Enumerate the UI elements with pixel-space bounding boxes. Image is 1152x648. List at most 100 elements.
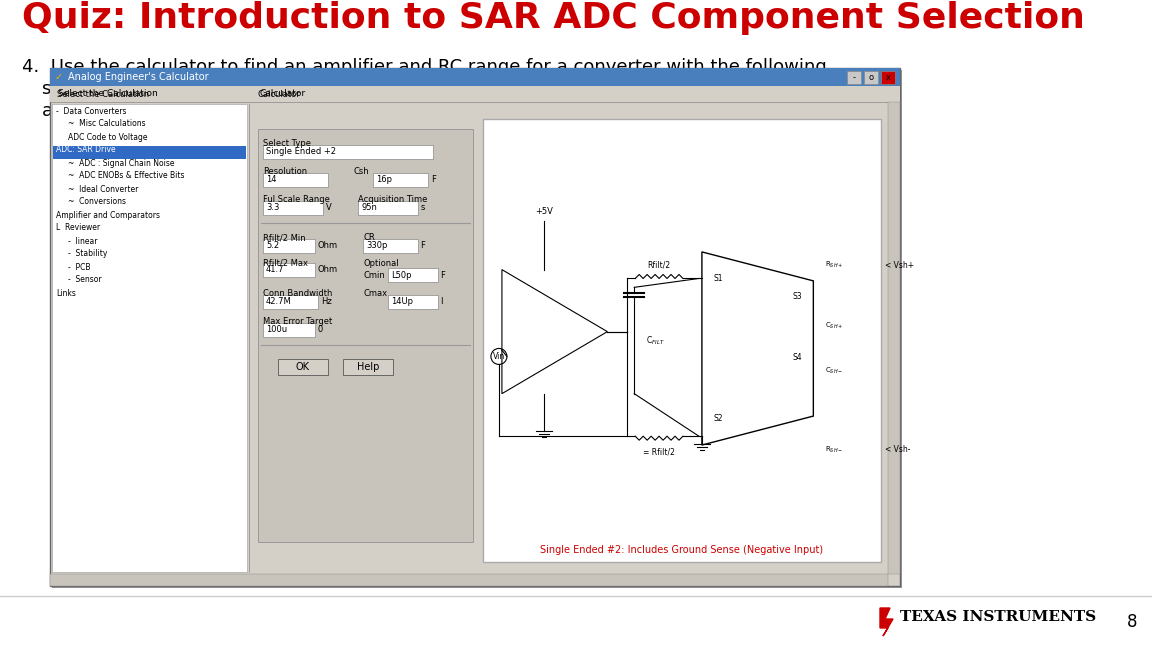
Text: Amplifier and Comparators: Amplifier and Comparators — [56, 211, 160, 220]
Text: F: F — [431, 176, 435, 185]
Text: = Rfilt/2: = Rfilt/2 — [643, 447, 675, 456]
Text: L  Reviewer: L Reviewer — [56, 224, 100, 233]
Text: Cmin: Cmin — [363, 270, 385, 279]
Bar — [847, 71, 861, 84]
Text: -  Stability: - Stability — [68, 249, 107, 259]
Text: TEXAS INSTRUMENTS: TEXAS INSTRUMENTS — [900, 610, 1096, 624]
Bar — [881, 71, 895, 84]
Bar — [52, 104, 247, 572]
Text: acq_min: acq_min — [454, 83, 506, 96]
Text: < Vsh-: < Vsh- — [885, 445, 910, 454]
Bar — [52, 70, 902, 588]
Text: CR: CR — [363, 233, 374, 242]
Text: Links: Links — [56, 288, 76, 297]
Bar — [388, 268, 438, 282]
Bar — [263, 145, 433, 159]
Text: C$_{FILT}$: C$_{FILT}$ — [646, 334, 665, 347]
Text: 14: 14 — [266, 176, 276, 185]
Text: Ohm: Ohm — [318, 242, 339, 251]
Bar — [363, 239, 418, 253]
Bar — [358, 201, 418, 215]
Bar — [263, 295, 318, 309]
Text: V: V — [326, 203, 332, 213]
Bar — [263, 263, 314, 277]
Bar — [343, 359, 393, 375]
Text: -  linear: - linear — [68, 237, 98, 246]
Text: ~  Conversions: ~ Conversions — [68, 198, 126, 207]
Text: Calculator: Calculator — [260, 89, 306, 98]
Bar — [50, 574, 888, 586]
Text: 16p: 16p — [376, 176, 392, 185]
Bar — [373, 173, 429, 187]
Bar — [483, 119, 881, 562]
Text: Select Type: Select Type — [263, 139, 311, 148]
Text: Ful Scale Range: Ful Scale Range — [263, 196, 329, 205]
Text: < Vsh+: < Vsh+ — [885, 260, 914, 270]
Text: ADC: SAR Drive: ADC: SAR Drive — [56, 146, 115, 154]
Text: ✓: ✓ — [55, 72, 63, 82]
Text: C$_{SH-}$: C$_{SH-}$ — [825, 365, 843, 376]
Bar — [263, 239, 314, 253]
Text: 4.  Use the calculator to find an amplifier and RC range for a converter with th: 4. Use the calculator to find an amplifi… — [22, 58, 827, 76]
Text: S3: S3 — [793, 292, 802, 301]
Bar — [50, 68, 900, 586]
Bar — [388, 295, 438, 309]
Bar — [0, 596, 1152, 648]
Text: Resolution: Resolution — [263, 167, 308, 176]
Text: Acquisition Time: Acquisition Time — [358, 196, 427, 205]
Text: R$_{SH-}$: R$_{SH-}$ — [825, 445, 843, 455]
Text: 5.2: 5.2 — [266, 242, 279, 251]
Text: OK: OK — [296, 362, 310, 372]
Text: 0: 0 — [318, 325, 324, 334]
Text: Ohm: Ohm — [318, 266, 339, 275]
Text: C$_{SH+}$: C$_{SH+}$ — [825, 321, 843, 331]
Bar — [50, 68, 900, 86]
Text: and Csh = 16pF.: and Csh = 16pF. — [41, 102, 189, 120]
Text: ~  ADC : Signal Chain Noise: ~ ADC : Signal Chain Noise — [68, 159, 174, 167]
Text: S2: S2 — [713, 414, 722, 423]
Text: = 95ns, FSR = 3.3V,: = 95ns, FSR = 3.3V, — [488, 80, 677, 98]
Text: Single Ended +2: Single Ended +2 — [266, 148, 336, 157]
Text: Calculator: Calculator — [258, 90, 301, 99]
Text: Vin: Vin — [493, 352, 505, 361]
Text: -  Sensor: - Sensor — [68, 275, 101, 284]
Text: 8: 8 — [1127, 613, 1137, 631]
Bar — [263, 173, 328, 187]
Text: 330p: 330p — [366, 242, 387, 251]
Text: s: s — [420, 203, 425, 213]
Text: Optional: Optional — [363, 259, 399, 268]
Text: F: F — [440, 270, 445, 279]
Text: -: - — [852, 73, 856, 82]
Text: specifications:  ADS7056, Single Ended, 14 bit, 2.5Msps, t: specifications: ADS7056, Single Ended, 1… — [41, 80, 563, 98]
Text: R$_{SH+}$: R$_{SH+}$ — [825, 260, 843, 270]
Text: ADC Code to Voltage: ADC Code to Voltage — [68, 132, 147, 141]
Text: Rfilt/2: Rfilt/2 — [647, 260, 670, 270]
Polygon shape — [880, 608, 893, 636]
Text: Cmax: Cmax — [363, 290, 387, 299]
Bar — [278, 359, 328, 375]
Text: Rfilt/2 Min: Rfilt/2 Min — [263, 233, 305, 242]
Text: ~  ADC ENOBs & Effective Bits: ~ ADC ENOBs & Effective Bits — [68, 172, 184, 181]
Bar — [50, 86, 900, 102]
Bar — [53, 146, 247, 159]
Text: ~  Misc Calculations: ~ Misc Calculations — [68, 119, 145, 128]
Text: ~  Ideal Converter: ~ Ideal Converter — [68, 185, 138, 194]
Text: 95n: 95n — [361, 203, 377, 213]
Text: Select the Calculation: Select the Calculation — [58, 89, 158, 98]
Text: Single Ended #2: Includes Ground Sense (Negative Input): Single Ended #2: Includes Ground Sense (… — [540, 545, 824, 555]
Text: o: o — [869, 73, 873, 82]
Text: Max Error Target: Max Error Target — [263, 318, 332, 327]
Text: 3.3: 3.3 — [266, 203, 280, 213]
Text: Select the Calculation: Select the Calculation — [56, 90, 149, 99]
Text: 14Up: 14Up — [391, 297, 414, 307]
Text: Csh: Csh — [353, 167, 369, 176]
Bar — [864, 71, 878, 84]
Text: 41.7: 41.7 — [266, 266, 285, 275]
Bar — [888, 102, 900, 574]
Text: S4: S4 — [793, 353, 802, 362]
Bar — [258, 129, 473, 542]
Text: Hz: Hz — [321, 297, 332, 307]
Text: Quiz: Introduction to SAR ADC Component Selection: Quiz: Introduction to SAR ADC Component … — [22, 1, 1085, 35]
Bar — [263, 323, 314, 337]
Text: Analog Engineer's Calculator: Analog Engineer's Calculator — [68, 72, 209, 82]
